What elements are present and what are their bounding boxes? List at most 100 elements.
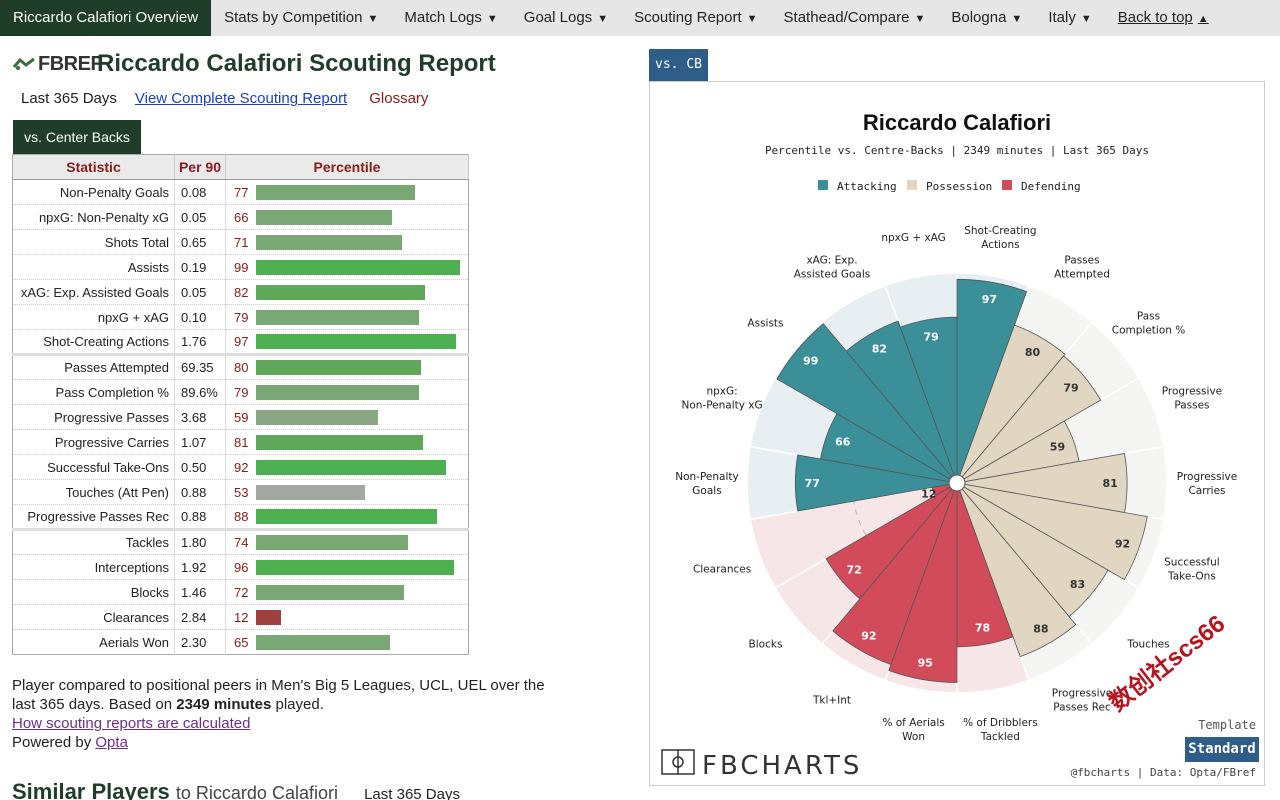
comparison-text-end: played. <box>271 696 324 713</box>
nav-item-1[interactable]: Stats by Competition ▼ <box>211 0 391 36</box>
table-row: npxG: Non-Penalty xG 0.05 66 <box>12 204 469 230</box>
nav-item-label: Bologna <box>951 9 1007 26</box>
percentile-value: 92 <box>234 459 249 475</box>
tab-vs-cb[interactable]: vs. CB <box>649 49 708 81</box>
stat-percentile: 12 <box>225 604 469 630</box>
tab-center-backs[interactable]: vs. Center Backs <box>13 120 141 155</box>
legend-label-defending: Defending <box>1021 180 1081 193</box>
percentile-value: 81 <box>234 434 249 450</box>
table-row: Blocks 1.46 72 <box>12 579 469 605</box>
nav-item-6[interactable]: Bologna ▼ <box>938 0 1035 36</box>
slice-bar <box>794 454 958 512</box>
stat-per90: 0.05 <box>174 279 226 305</box>
view-complete-report-link[interactable]: View Complete Scouting Report <box>134 90 348 107</box>
template-standard-button[interactable]: Standard <box>1185 737 1259 762</box>
percentile-bar <box>256 509 437 524</box>
percentile-value: 77 <box>234 184 249 200</box>
stat-percentile: 77 <box>225 179 469 205</box>
opta-link[interactable]: Opta <box>95 734 128 751</box>
percentile-value: 79 <box>234 384 249 400</box>
percentile-bar <box>256 584 404 600</box>
stat-per90: 1.46 <box>174 579 226 605</box>
category-label: xAG: Exp. Assisted Goals <box>794 254 870 280</box>
comparison-note: Player compared to positional peers in M… <box>12 676 552 714</box>
stat-name: Passes Attempted <box>12 353 175 380</box>
similar-period: Last 365 Days <box>364 786 460 800</box>
stat-name: Progressive Carries <box>12 429 175 455</box>
stat-name: Blocks <box>12 579 175 605</box>
slice-value-label: 92 <box>1115 537 1130 550</box>
category-label: Tkl+Int <box>812 695 851 707</box>
percentile-bar <box>256 484 365 500</box>
category-label: npxG: Non-Penalty xG <box>681 385 762 411</box>
table-row: Touches (Att Pen) 0.88 53 <box>12 479 469 505</box>
nav-item-label: Match Logs <box>404 9 482 26</box>
stat-name: Interceptions <box>12 554 175 580</box>
percentile-bar <box>256 409 378 425</box>
pizza-chart-svg: Riccardo Calafiori Percentile vs. Centre-… <box>661 110 1237 781</box>
fbref-logo[interactable]: FBREF <box>12 52 103 76</box>
category-label: npxG + xAG <box>881 232 946 244</box>
legend-swatch-defending <box>1002 180 1012 190</box>
stat-per90: 0.65 <box>174 229 226 255</box>
stat-per90: 69.35 <box>174 353 226 380</box>
nav-item-5[interactable]: Stathead/Compare ▼ <box>771 0 939 36</box>
template-label: Template <box>1198 718 1256 732</box>
stat-per90: 0.88 <box>174 479 226 505</box>
slice-value-label: 77 <box>805 477 820 490</box>
slice-bar <box>832 482 958 666</box>
nav-item-3[interactable]: Goal Logs ▼ <box>511 0 621 36</box>
slice-bar <box>825 482 958 600</box>
nav-item-4[interactable]: Scouting Report ▼ <box>621 0 770 36</box>
nav-item-8[interactable]: Back to top ▲ <box>1105 0 1222 36</box>
caret-down-icon: ▼ <box>1080 13 1092 25</box>
table-row: Progressive Passes Rec 0.88 88 <box>12 504 469 530</box>
slice-value-label: 66 <box>835 435 851 448</box>
sublinks: Last 365 Days View Complete Scouting Rep… <box>21 90 428 107</box>
slice-value-label: 59 <box>1050 440 1065 453</box>
percentile-bar <box>256 360 421 375</box>
nav-item-0[interactable]: Riccardo Calafiori Overview <box>0 0 212 36</box>
header-percentile[interactable]: Percentile <box>225 154 469 180</box>
stat-per90: 2.84 <box>174 604 226 630</box>
stat-per90: 0.08 <box>174 179 226 205</box>
percentile-value: 97 <box>234 334 249 349</box>
stat-name: Assists <box>12 254 175 280</box>
slice-value-label: 99 <box>803 354 818 367</box>
similar-players-heading: Similar Players to Riccardo Calafiori La… <box>12 779 460 800</box>
caret-down-icon: ▼ <box>914 13 926 25</box>
glossary-link[interactable]: Glossary <box>369 90 429 107</box>
percentile-bar <box>256 609 281 625</box>
slice-value-label: 78 <box>975 622 990 635</box>
category-label: % of Dribblers Tackled <box>963 717 1038 743</box>
slice-value-label: 88 <box>1033 622 1048 635</box>
stat-name: xAG: Exp. Assisted Goals <box>12 279 175 305</box>
how-calculated-link[interactable]: How scouting reports are calculated <box>12 715 251 732</box>
category-label: Progressive Passes Rec <box>1052 688 1112 714</box>
table-row: xAG: Exp. Assisted Goals 0.05 82 <box>12 279 469 305</box>
category-label: % of Aerials Won <box>882 717 944 743</box>
slice-bar <box>956 324 1066 484</box>
stat-per90: 0.10 <box>174 304 226 330</box>
table-row: npxG + xAG 0.10 79 <box>12 304 469 330</box>
stat-percentile: 88 <box>225 504 469 530</box>
category-label: Progressive Carries <box>1177 471 1237 497</box>
table-row: Non-Penalty Goals 0.08 77 <box>12 179 469 205</box>
category-label: Assists <box>747 317 783 329</box>
percentile-value: 53 <box>234 484 249 500</box>
pizza-chart: Riccardo Calafiori Percentile vs. Centre-… <box>649 81 1265 786</box>
nav-item-2[interactable]: Match Logs ▼ <box>391 0 510 36</box>
header-statistic[interactable]: Statistic <box>12 154 175 180</box>
slice-value-label: 95 <box>918 657 933 670</box>
center-hole <box>948 474 966 492</box>
stat-percentile: 74 <box>225 528 469 555</box>
stat-name: Progressive Passes Rec <box>12 504 175 530</box>
header-per90[interactable]: Per 90 <box>174 154 226 180</box>
nav-item-7[interactable]: Italy ▼ <box>1035 0 1104 36</box>
stat-per90: 0.88 <box>174 504 226 530</box>
slice-bar <box>956 355 1102 484</box>
caret-down-icon: ▼ <box>746 13 758 25</box>
percentile-bar <box>256 334 456 349</box>
caret-down-icon: ▼ <box>367 13 379 25</box>
slice-bar <box>845 320 958 484</box>
